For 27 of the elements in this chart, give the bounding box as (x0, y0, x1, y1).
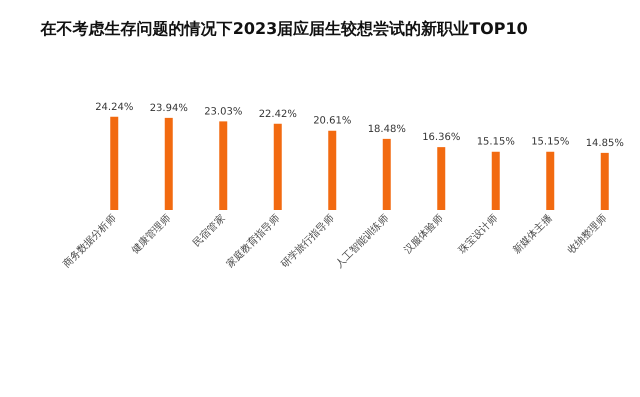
data-label: 18.48% (368, 124, 406, 135)
bar (328, 130, 336, 210)
bar (382, 138, 391, 210)
data-label: 15.15% (531, 136, 570, 148)
x-tick-label: 健康管理师 (129, 212, 173, 256)
bar (219, 121, 228, 210)
chart-title: 在不考虑生存问题的情况下2023届应届生较想尝试的新职业TOP10 (40, 18, 528, 38)
data-label: 14.85% (586, 138, 624, 149)
x-tick-label: 汉服体验师 (402, 212, 446, 256)
bar (110, 116, 118, 210)
data-label: 20.61% (313, 116, 352, 127)
x-tick-label: 新媒体主播 (510, 212, 554, 256)
x-tick-label: 珠宝设计师 (456, 212, 500, 256)
data-label: 24.24% (95, 102, 134, 113)
x-tick-label: 商务数据分析师 (60, 212, 118, 270)
data-label: 16.36% (422, 132, 460, 144)
bar (600, 152, 609, 210)
bar (164, 118, 173, 210)
data-label: 15.15% (476, 136, 515, 148)
data-label: 23.94% (150, 102, 188, 114)
bar (546, 152, 554, 210)
bar (437, 147, 446, 210)
bar (492, 152, 500, 210)
data-label: 22.42% (258, 108, 297, 120)
bar (274, 124, 282, 210)
x-tick-label: 收纳整理师 (565, 212, 609, 256)
data-label: 23.03% (204, 106, 242, 118)
